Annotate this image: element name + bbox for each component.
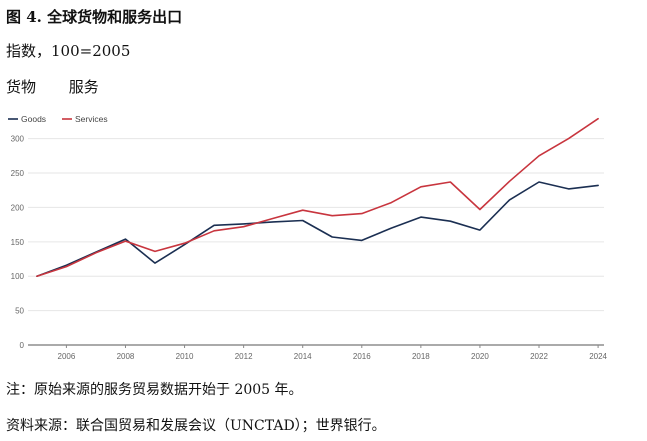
x-tick-label: 2020 bbox=[471, 352, 489, 361]
y-tick-label: 50 bbox=[15, 307, 24, 316]
y-tick-label: 0 bbox=[20, 341, 25, 350]
chart-series bbox=[36, 117, 599, 277]
chart-subtitle: 指数，100=2005 bbox=[6, 42, 131, 60]
series-line-goods bbox=[36, 181, 599, 277]
x-tick-label: 2022 bbox=[530, 352, 548, 361]
y-tick-label: 300 bbox=[11, 135, 25, 144]
y-axis: 0 50 100 150 200 250 300 bbox=[11, 135, 25, 350]
y-tick-label: 100 bbox=[11, 272, 25, 281]
header-legend-services: 服务 bbox=[68, 78, 99, 96]
legend-label-services: Services bbox=[75, 114, 108, 124]
x-tick-label: 2006 bbox=[58, 352, 76, 361]
x-axis: 2006 2008 2010 2012 2014 2016 2018 2020 2022 2024 bbox=[58, 345, 608, 361]
chart-note: 注：原始来源的服务贸易数据开始于 2005 年。 bbox=[6, 382, 303, 398]
legend-label-goods: Goods bbox=[21, 114, 46, 124]
y-tick-label: 250 bbox=[11, 169, 25, 178]
chart-legend: Goods Services bbox=[8, 114, 108, 124]
x-tick-label: 2024 bbox=[589, 352, 607, 361]
x-tick-label: 2014 bbox=[294, 352, 312, 361]
chart-title: 图 4. 全球货物和服务出口 bbox=[6, 8, 183, 26]
x-tick-label: 2008 bbox=[117, 352, 135, 361]
chart-source: 资料来源：联合国贸易和发展会议（UNCTAD）；世界银行。 bbox=[6, 418, 386, 434]
header-legend: 货物 服务 bbox=[6, 76, 99, 97]
y-tick-label: 200 bbox=[11, 203, 25, 212]
x-tick-label: 2010 bbox=[176, 352, 194, 361]
y-tick-label: 150 bbox=[11, 238, 25, 247]
x-tick-label: 2018 bbox=[412, 352, 430, 361]
header-legend-goods: 货物 bbox=[6, 78, 37, 96]
x-tick-label: 2012 bbox=[235, 352, 253, 361]
series-line-services bbox=[36, 117, 599, 277]
chart-gridlines bbox=[28, 138, 604, 346]
x-tick-label: 2016 bbox=[353, 352, 371, 361]
